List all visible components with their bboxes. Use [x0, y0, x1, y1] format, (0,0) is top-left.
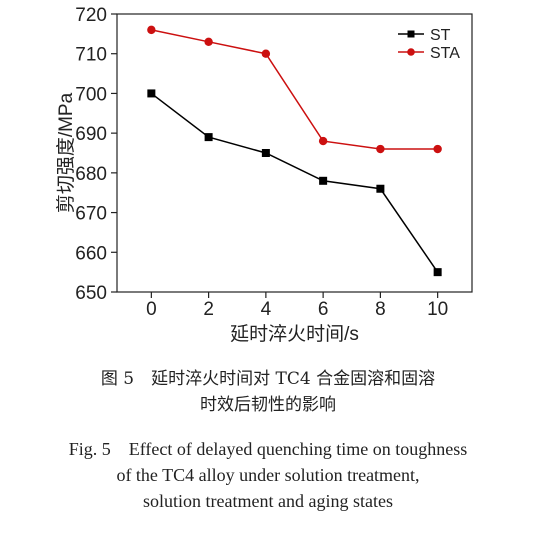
x-tick-label: 2: [203, 299, 214, 320]
y-tick-label: 710: [75, 45, 107, 66]
data-point-sta: [261, 49, 271, 58]
data-point-st: [376, 184, 385, 193]
y-tick-label: 650: [75, 283, 107, 304]
y-tick-label: 660: [75, 243, 107, 264]
caption-cn-line-2: 时效后韧性的影响: [200, 395, 336, 415]
data-point-st: [204, 133, 213, 142]
x-tick-label: 0: [146, 299, 157, 320]
data-point-sta: [147, 25, 156, 35]
y-tick-label: 690: [75, 124, 107, 145]
y-tick-label: 700: [75, 84, 107, 105]
y-tick-label: 680: [75, 164, 107, 185]
legend-marker-sta: [407, 48, 415, 56]
data-point-st: [433, 268, 442, 277]
caption-cn-line-1: 图 5 延时淬火时间对 TC4 合金固溶和固溶: [100, 369, 436, 389]
caption-en-line-1: Fig. 5 Effect of delayed quenching time …: [68, 439, 468, 459]
x-tick-label: 4: [261, 299, 272, 320]
x-tick-label: 8: [375, 299, 386, 320]
figure-caption-english: Fig. 5 Effect of delayed quenching time …: [0, 436, 536, 514]
figure-caption-chinese: 图 5 延时淬火时间对 TC4 合金固溶和固溶 时效后韧性的影响: [0, 366, 536, 418]
x-tick-label: 6: [318, 299, 329, 320]
x-axis-label: 延时淬火时间/s: [230, 323, 359, 345]
data-point-st: [319, 176, 328, 185]
data-point-sta: [204, 37, 213, 46]
y-tick-label: 670: [75, 204, 107, 225]
data-point-st: [261, 149, 270, 157]
legend-label-sta: STA: [430, 45, 460, 62]
y-axis-label: 剪切强度/MPa: [55, 92, 77, 213]
data-point-sta: [318, 136, 328, 146]
data-point-sta: [433, 144, 442, 154]
data-point-st: [147, 89, 156, 98]
caption-en-line-3: solution treatment and aging states: [143, 491, 393, 511]
caption-en-line-2: of the TC4 alloy under solution treatmen…: [116, 465, 420, 485]
data-point-sta: [376, 144, 385, 154]
line-chart: 650 660 670 680 690 700 710 720 0 2 4 6 8 10 延时淬火时间/s 剪…: [55, 5, 473, 345]
series-line-sta: [151, 29, 438, 150]
x-tick-label: 10: [427, 299, 448, 320]
series-line-st: [150, 92, 439, 273]
y-tick-label: 720: [75, 5, 107, 26]
legend-marker-st: [407, 30, 415, 38]
legend-label-st: ST: [430, 27, 451, 44]
plot-frame: [116, 13, 473, 293]
